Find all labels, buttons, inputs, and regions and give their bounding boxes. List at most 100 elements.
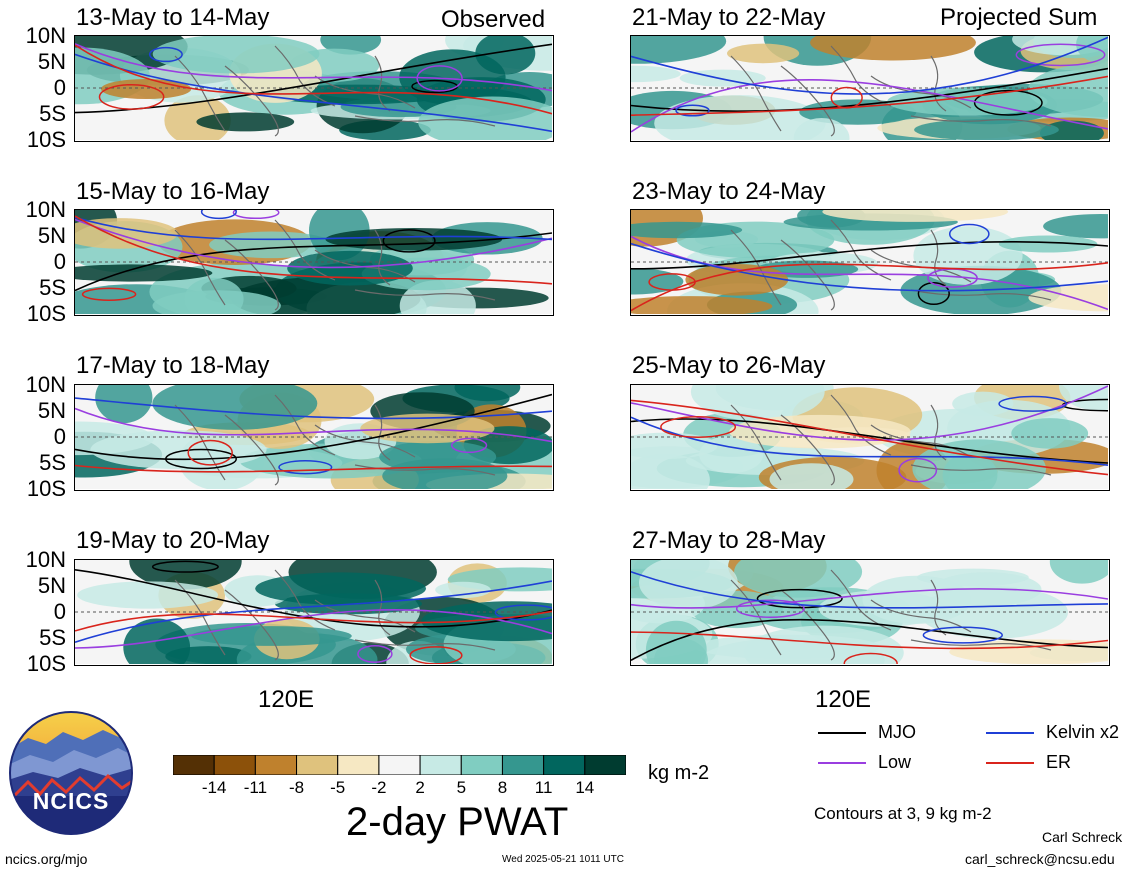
legend-swatch-er: [986, 762, 1034, 764]
coastline: [870, 424, 972, 458]
low-contour: [631, 385, 1108, 441]
coastline: [174, 229, 226, 306]
coastline: [314, 599, 416, 633]
colorbar-tick-label: 5: [456, 778, 467, 797]
map-panel-left-1: [74, 35, 554, 142]
lat-label: 5S: [39, 450, 66, 475]
low-contour: [735, 599, 805, 618]
kelvin-contour: [631, 571, 1108, 609]
legend-label-mjo: MJO: [878, 722, 916, 742]
panel-title-right-2: 23-May to 24-May: [632, 178, 826, 205]
coastline: [274, 45, 336, 107]
colorbar-tick-label: -11: [243, 778, 268, 797]
pwat-anomaly-blob: [1043, 214, 1108, 239]
pwat-anomaly-blob: [379, 440, 497, 473]
pwat-anomaly-blob: [191, 626, 352, 646]
coastline: [910, 464, 1052, 476]
pwat-anomaly-blob: [769, 463, 854, 489]
colorbar-tick-label: -8: [288, 778, 305, 797]
map-panel-left-3: [74, 384, 554, 491]
mjo-contour: [165, 448, 237, 470]
lat-label: 10S: [26, 127, 66, 152]
coastline: [910, 289, 1052, 301]
panel-title-left-2: 15-May to 16-May: [76, 178, 270, 205]
pwat-anomaly-blob: [913, 226, 1023, 285]
lat-label: 0: [53, 424, 66, 449]
lat-label: 10S: [26, 476, 66, 501]
mjo-contour: [917, 281, 950, 306]
panel-title-right-4: 27-May to 28-May: [632, 527, 826, 554]
pwat-anomaly-blob: [418, 96, 552, 140]
lat-label: 10N: [25, 23, 66, 48]
mjo-contour: [631, 240, 1108, 270]
kelvin-contour: [75, 216, 552, 241]
map-field: [631, 210, 1108, 314]
colorbar-tick-label: 14: [575, 778, 595, 797]
kelvin-contour: [75, 580, 552, 643]
pwat-anomaly-blob: [727, 43, 800, 64]
footer-email[interactable]: carl_schreck@ncsu.edu: [965, 851, 1115, 867]
footer-url[interactable]: ncics.org/mjo: [5, 851, 88, 867]
coastline: [730, 579, 782, 656]
panel-title-left-4: 19-May to 20-May: [76, 527, 270, 554]
lat-label: 5N: [37, 573, 66, 598]
er-contour: [75, 44, 552, 115]
low-contour: [416, 65, 463, 92]
pwat-anomaly-blob: [734, 560, 863, 598]
colorbar-swatch: [543, 754, 586, 776]
coastline: [930, 229, 947, 286]
kelvin-contour: [631, 242, 1108, 292]
er-contour: [187, 439, 233, 466]
coastline: [224, 239, 279, 311]
mjo-contour: [631, 418, 1108, 464]
legend-swatch-mjo: [818, 732, 866, 734]
pwat-anomaly-blob: [631, 296, 773, 314]
colorbar-tick-label: 8: [497, 778, 508, 797]
pwat-anomaly-blob: [1027, 62, 1108, 118]
ncics-logo: NCICS: [8, 710, 134, 836]
pwat-anomaly-blob: [165, 646, 252, 664]
colorbar-tick-label: 2: [415, 778, 425, 797]
pwat-anomaly-blob: [631, 453, 710, 489]
pwat-anomaly-blob: [631, 65, 681, 83]
coastline: [274, 569, 336, 631]
coastline: [930, 55, 947, 112]
coastline: [354, 289, 496, 301]
er-contour: [81, 287, 137, 301]
lat-label: 10N: [25, 547, 66, 572]
legend-swatch-low: [818, 762, 866, 764]
low-contour: [75, 43, 552, 92]
kelvin-contour: [922, 626, 1003, 644]
colorbar-swatch: [213, 754, 256, 776]
pwat-anomaly-blob: [822, 210, 1009, 222]
contours-note: Contours at 3, 9 kg m-2: [814, 804, 992, 823]
coastline: [730, 55, 782, 132]
pwat-anomaly-blob: [1076, 36, 1108, 64]
er-contour: [75, 610, 552, 632]
lat-label: 10N: [25, 372, 66, 397]
kelvin-contour: [278, 460, 333, 475]
coastline: [314, 75, 416, 109]
pwat-anomaly-blob: [952, 391, 1014, 416]
colorbar-units: kg m-2: [648, 762, 710, 784]
er-contour: [98, 83, 165, 110]
panel-title-right-3: 25-May to 26-May: [632, 352, 826, 379]
observed-header: Observed: [441, 6, 546, 33]
colorbar-swatch: [378, 754, 421, 776]
map-field: [75, 210, 552, 314]
mjo-contour: [75, 232, 552, 292]
colorbar-tick-label: -2: [371, 778, 387, 797]
kelvin-contour: [494, 604, 552, 621]
pwat-anomaly-blob: [1049, 560, 1108, 584]
colorbar-tick-label: -5: [330, 778, 346, 797]
mjo-contour: [756, 588, 843, 609]
pwat-anomaly-blob: [399, 49, 506, 105]
coastline: [354, 115, 496, 127]
pwat-anomaly-blob: [421, 601, 552, 642]
kelvin-contour: [998, 395, 1068, 412]
pwat-anomaly-blob: [631, 268, 684, 295]
colorbar-swatch: [337, 754, 380, 776]
lat-label: 0: [53, 249, 66, 274]
kelvin-contour: [200, 210, 237, 220]
pwat-anomaly-blob: [360, 413, 495, 444]
